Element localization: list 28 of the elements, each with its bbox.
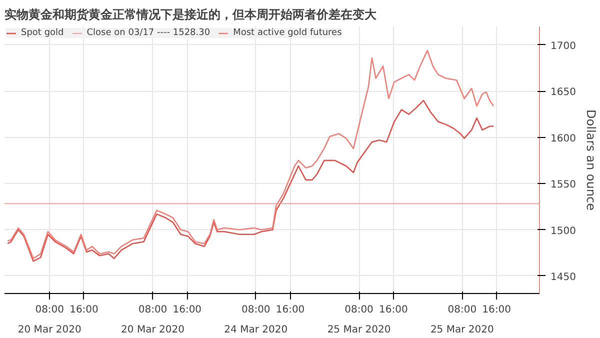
text: 20 Mar 2020 bbox=[121, 324, 184, 336]
line-series bbox=[6, 100, 494, 262]
legend-label: Most active gold futures bbox=[233, 28, 342, 38]
x-tick-label: 16:00 bbox=[172, 304, 202, 316]
y-tick-label: 1500 bbox=[550, 226, 576, 237]
x-tick-label: 08:00 bbox=[138, 304, 168, 316]
y-axis-title: Dollars an ounce bbox=[584, 110, 598, 210]
y-tick-label: 1450 bbox=[550, 272, 576, 283]
line-series bbox=[6, 50, 494, 260]
x-tick-label: 08:00 bbox=[35, 304, 64, 316]
x-tick-label: 16:00 bbox=[482, 304, 511, 316]
text: 20 Mar 2020 bbox=[18, 324, 82, 336]
y-tick-label: 1650 bbox=[550, 87, 576, 98]
x-tick-label: 08:00 bbox=[448, 304, 477, 316]
x-tick-label: 08:00 bbox=[344, 304, 374, 316]
text: 24 Mar 2020 bbox=[224, 324, 288, 336]
x-tick-label: 16:00 bbox=[378, 304, 408, 316]
x-tick-label: 16:00 bbox=[70, 304, 98, 316]
x-tick-label: 16:00 bbox=[276, 304, 305, 316]
y-tick-label: 1550 bbox=[550, 180, 576, 191]
legend-label: Close on 03/17 ---- 1528.30 bbox=[86, 28, 210, 38]
y-tick-label: 1700 bbox=[550, 40, 576, 52]
y-tick-label: 1600 bbox=[550, 133, 576, 144]
x-tick-label: 08:00 bbox=[241, 304, 270, 316]
text: 25 Mar 2020 bbox=[430, 324, 494, 336]
text: 25 Mar 2020 bbox=[327, 324, 391, 336]
chart-title: 实物黄金和期货黄金正常情况下是接近的，但本周开始两者价差在变大 bbox=[4, 8, 378, 22]
legend-label: Spot gold bbox=[21, 28, 64, 38]
